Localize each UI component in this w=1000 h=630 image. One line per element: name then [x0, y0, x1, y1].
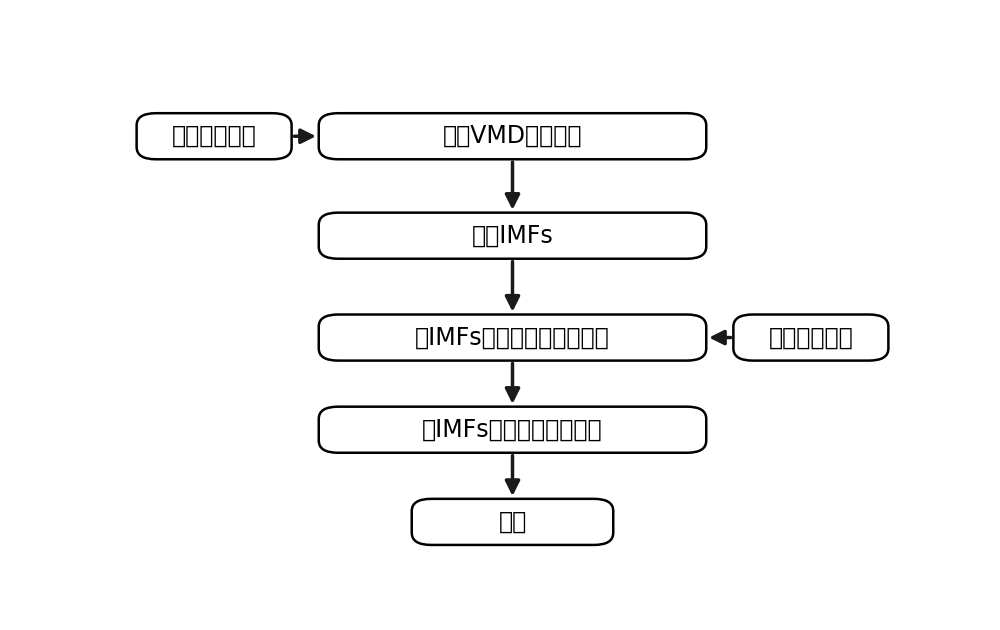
FancyBboxPatch shape — [319, 407, 706, 453]
Text: 得到IMFs: 得到IMFs — [472, 224, 553, 248]
FancyBboxPatch shape — [412, 499, 613, 545]
Text: 基于VMD分解信号: 基于VMD分解信号 — [443, 124, 582, 148]
Text: 改进灰狼优化: 改进灰狼优化 — [768, 326, 853, 350]
FancyBboxPatch shape — [319, 314, 706, 360]
FancyBboxPatch shape — [733, 314, 888, 360]
Text: 结束: 结束 — [498, 510, 527, 534]
FancyBboxPatch shape — [319, 213, 706, 259]
FancyBboxPatch shape — [319, 113, 706, 159]
Text: 对IMFs进行小波阈值法降噪: 对IMFs进行小波阈值法降噪 — [415, 326, 610, 350]
FancyBboxPatch shape — [137, 113, 292, 159]
Text: 将IMFs重构得到降噪信号: 将IMFs重构得到降噪信号 — [422, 418, 603, 442]
Text: 改进鲸鱼优化: 改进鲸鱼优化 — [172, 124, 256, 148]
